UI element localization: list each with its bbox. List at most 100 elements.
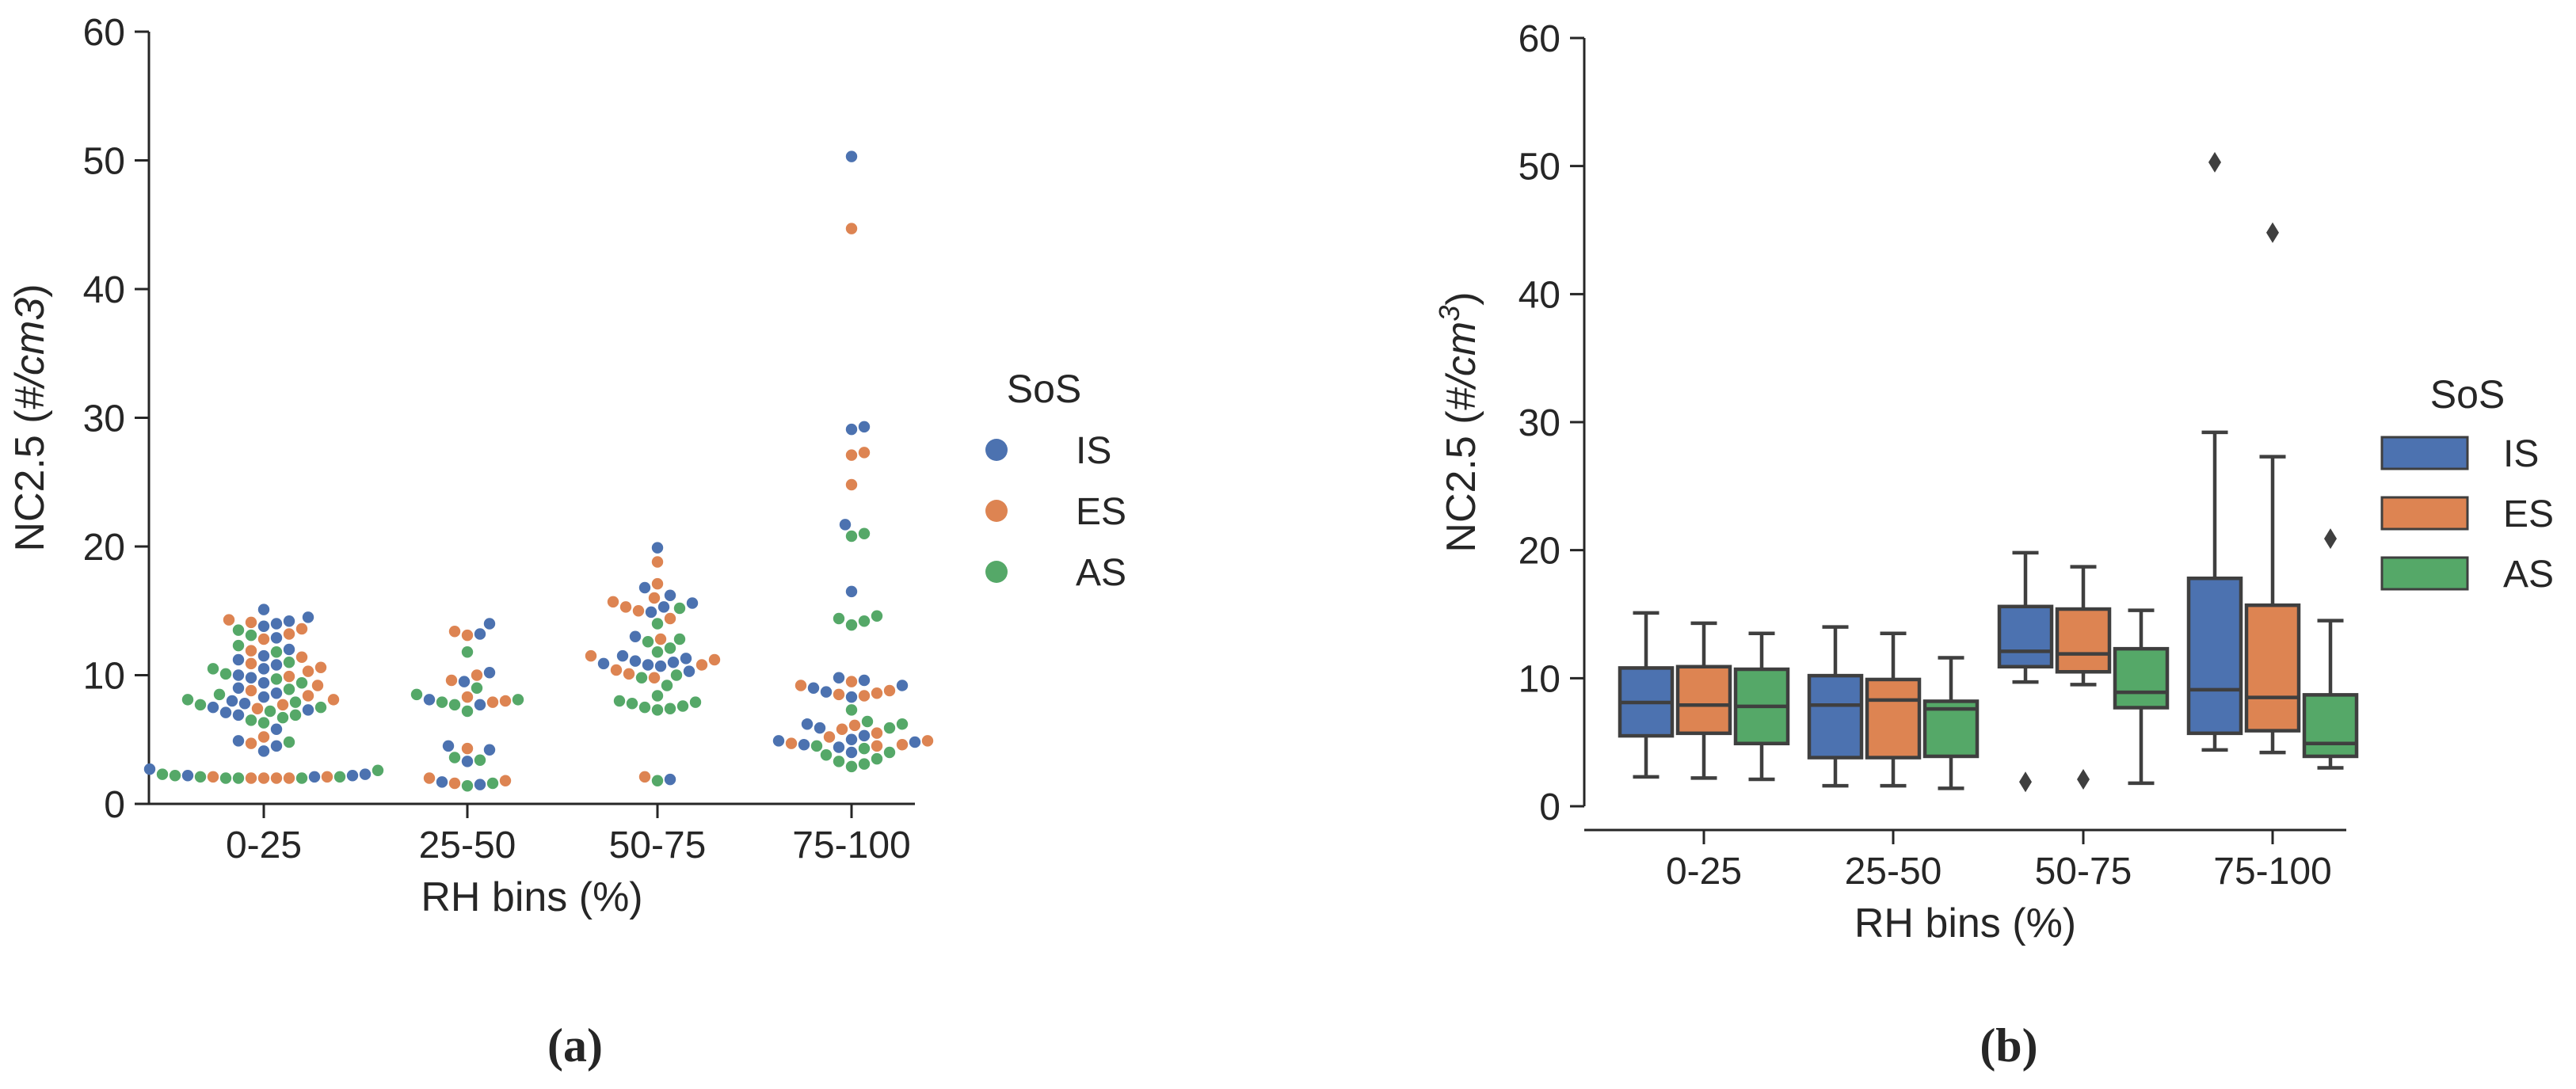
swarm-point-es	[448, 626, 461, 638]
swarm-point-es	[461, 629, 474, 642]
swarm-point-is	[238, 698, 251, 710]
swarm-point-es	[651, 577, 664, 590]
swarm-point-es	[651, 556, 664, 568]
box-iqr	[2113, 646, 2170, 710]
swarm-point-is	[474, 779, 486, 790]
swarm-point-es	[283, 628, 295, 640]
swarm-point-as	[207, 663, 219, 675]
box-es-25-50	[1865, 631, 1922, 788]
swarm-point-as	[845, 530, 858, 543]
swarm-point-is	[642, 659, 654, 671]
box-iqr	[2186, 576, 2243, 736]
swarm-point-is	[423, 694, 436, 706]
swarm-point-is	[461, 756, 474, 767]
legend-patch-as	[2380, 556, 2469, 591]
swarm-point-as	[314, 701, 327, 714]
swarm-point-as	[883, 746, 896, 759]
swarm-point-as	[651, 690, 664, 702]
y-tick-label: 30	[1519, 402, 1560, 444]
swarm-point-es	[823, 731, 836, 743]
box-is-75-100	[2186, 151, 2243, 752]
swarm-point-is	[283, 615, 295, 627]
x-tick-label: 50-75	[2035, 851, 2132, 893]
swarm-point-es	[654, 633, 667, 645]
swarm-point-es	[251, 703, 264, 714]
swarm-point-es	[245, 684, 257, 697]
swarm-point-es	[302, 690, 314, 702]
swarm-point-as	[169, 770, 181, 782]
y-tick-label: 50	[83, 141, 125, 183]
swarm-point-as	[661, 680, 673, 691]
swarm-point-as	[461, 646, 474, 658]
swarm-point-as	[257, 717, 270, 729]
swarm-point-is	[474, 699, 486, 711]
legend-marker-es	[985, 500, 1008, 522]
swarm-point-es	[610, 664, 623, 676]
outlier-marker	[2324, 528, 2337, 550]
swarm-point-es	[871, 727, 883, 739]
swarm-point-is	[270, 740, 283, 752]
swarm-point-as	[845, 704, 858, 716]
swarm-point-is	[270, 659, 283, 671]
panel-b-box-plot: 0 10 20 30 40 50 60 0-25 25-50 50-75 75-100 RH bins…	[1433, 18, 2554, 946]
swarm-point-es	[245, 645, 257, 657]
y-tick-label: 20	[1519, 531, 1560, 573]
x-tick-label: 50-75	[609, 824, 707, 866]
swarm-point-is	[483, 667, 496, 679]
swarm-point-is	[483, 618, 496, 630]
swarm-point-as	[833, 756, 845, 767]
swarm-point-is	[683, 665, 695, 677]
swarm-point-as	[448, 752, 461, 763]
swarm-point-es	[836, 723, 848, 735]
legend-marker-as	[985, 561, 1008, 583]
swarm-point-as	[664, 703, 676, 714]
y-tick-label: 10	[83, 656, 125, 698]
swarm-point-es	[648, 592, 661, 604]
swarm-point-es	[499, 775, 512, 786]
swarm-point-es	[795, 680, 807, 691]
swarm-point-as	[871, 610, 883, 622]
swarm-point-as	[213, 688, 226, 701]
y-tick-label: 0	[1539, 786, 1560, 828]
swarm-point-as	[448, 699, 461, 711]
swarm-point-is	[483, 744, 496, 756]
swarm-point-as	[276, 711, 289, 724]
swarm-point-es	[311, 680, 324, 691]
swarm-point-es	[607, 596, 619, 608]
swarm-point-as	[858, 527, 871, 539]
swarm-point-is	[858, 729, 871, 742]
swarm-point-is	[845, 150, 858, 162]
swarm-point-es	[283, 772, 295, 784]
swarm-point-is	[839, 519, 852, 531]
swarm-point-as	[474, 754, 486, 766]
swarm-point-is	[257, 620, 270, 632]
box-iqr	[1675, 664, 1732, 736]
swarm-point-is	[257, 649, 270, 662]
swarm-point-es	[257, 633, 270, 645]
swarm-point-is	[651, 542, 664, 554]
swarm-point-es	[245, 737, 257, 749]
x-tick-label: 0-25	[1666, 851, 1742, 893]
legend-label-es: ES	[2503, 493, 2554, 535]
box-es-50-75	[2055, 565, 2112, 790]
swarm-point-is	[807, 682, 820, 694]
swarm-point-as	[858, 758, 871, 770]
outlier-marker	[2019, 771, 2032, 793]
swarm-point-as	[883, 722, 896, 734]
swarm-point-is	[664, 773, 676, 786]
outlier-marker	[2077, 769, 2090, 790]
swarm-point-as	[871, 752, 883, 765]
swarm-point-as	[845, 760, 858, 773]
swarm-point-as	[410, 688, 423, 701]
swarm-point-as	[194, 771, 207, 783]
swarm-point-is	[645, 606, 657, 619]
swarm-point-as	[245, 629, 257, 642]
y-tick-label: 50	[1519, 147, 1560, 188]
swarm-point-is	[845, 691, 858, 703]
box-iqr	[2244, 603, 2301, 733]
swarm-point-is	[283, 643, 295, 656]
swarm-point-as	[486, 777, 499, 790]
swarm-point-as	[512, 694, 524, 706]
swarm-point-es	[648, 672, 661, 683]
swarm-point-es	[448, 777, 461, 790]
